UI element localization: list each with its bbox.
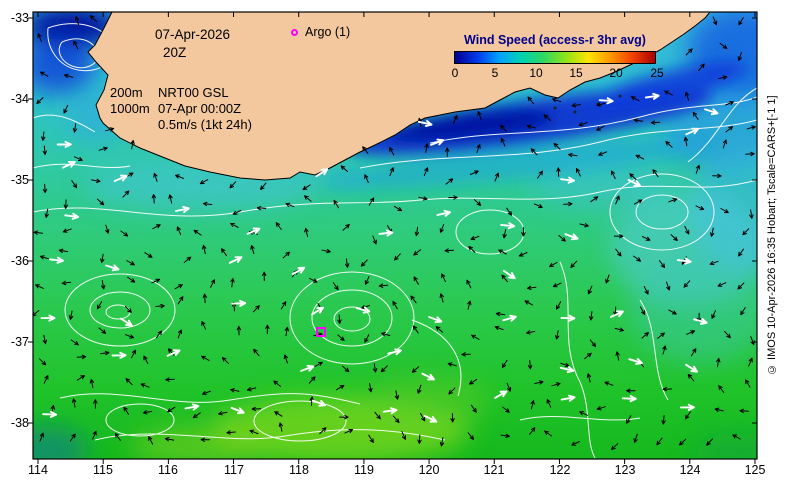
y-tick-label: -34 — [10, 92, 29, 106]
colorbar-tick: 25 — [650, 66, 664, 80]
colorbar-title: Wind Speed (access-r 3hr avg) — [464, 33, 646, 47]
colorbar-tick: 15 — [569, 66, 583, 80]
current-vector-arrows — [33, 15, 756, 451]
x-tick-label: 117 — [224, 463, 244, 477]
colorbar-gradient — [454, 51, 656, 64]
x-tick-label: 120 — [418, 463, 440, 477]
x-tick-label: 124 — [679, 463, 701, 477]
vector-scale-label: 0.5m/s (1kt 24h) — [158, 117, 252, 132]
x-tick-label: 118 — [289, 463, 309, 477]
y-tick-label: -33 — [10, 11, 29, 25]
x-tick-label: 115 — [93, 463, 113, 477]
ssh-contours — [33, 23, 757, 459]
colorbar-tick-labels: 0 5 10 15 20 25 — [451, 65, 664, 80]
x-tick-label: 119 — [354, 463, 374, 477]
axis-tick-marks — [28, 12, 757, 464]
colorbar-tick: 10 — [529, 66, 543, 80]
depth-200m-label: 200m — [110, 85, 143, 100]
depth-1000m-label: 1000m — [110, 101, 150, 116]
argo-legend-label: Argo (1) — [305, 25, 351, 39]
valid-time-label: 07-Apr 00:00Z — [158, 101, 242, 116]
x-tick-label: 125 — [744, 463, 766, 477]
wind-vector-arrows — [40, 92, 719, 423]
copyright-text: © IMOS 10-Apr-2026 16:35 Hobart; Tscale=… — [766, 95, 778, 376]
colorbar-tick: 5 — [491, 66, 499, 80]
y-tick-label: -35 — [10, 173, 29, 187]
layer-row-2: 1000m 07-Apr 00:00Z — [110, 101, 252, 117]
y-tick-label: -38 — [10, 416, 29, 430]
run-date-label: 07-Apr-2026 — [155, 27, 231, 42]
layer-info-block: 200m NRT00 GSL 1000m 07-Apr 00:00Z 0.5m/s … — [110, 85, 252, 133]
x-tick-label: 116 — [158, 463, 178, 477]
x-tick-label: 121 — [483, 463, 505, 477]
y-tick-label: -36 — [10, 254, 29, 268]
plot-frame — [32, 11, 758, 460]
layer-row-1: 200m NRT00 GSL — [110, 85, 252, 101]
x-tick-label: 122 — [549, 463, 571, 477]
x-tick-label: 114 — [28, 463, 48, 477]
argo-legend-marker-icon — [291, 28, 298, 36]
argo-float-marker — [316, 327, 326, 337]
argo-legend: Argo (1) — [291, 25, 350, 39]
x-tick-label: 123 — [614, 463, 636, 477]
colorbar-tick: 0 — [451, 66, 459, 80]
colorbar-tick: 20 — [609, 66, 623, 80]
model-label: NRT00 GSL — [158, 85, 229, 100]
wind-speed-colorbar: Wind Speed (access-r 3hr avg) 0 5 10 15 … — [451, 33, 664, 80]
y-tick-label: -37 — [10, 335, 29, 349]
run-date-block: 07-Apr-2026 20Z — [155, 26, 230, 62]
run-time-label: 20Z — [163, 45, 187, 60]
